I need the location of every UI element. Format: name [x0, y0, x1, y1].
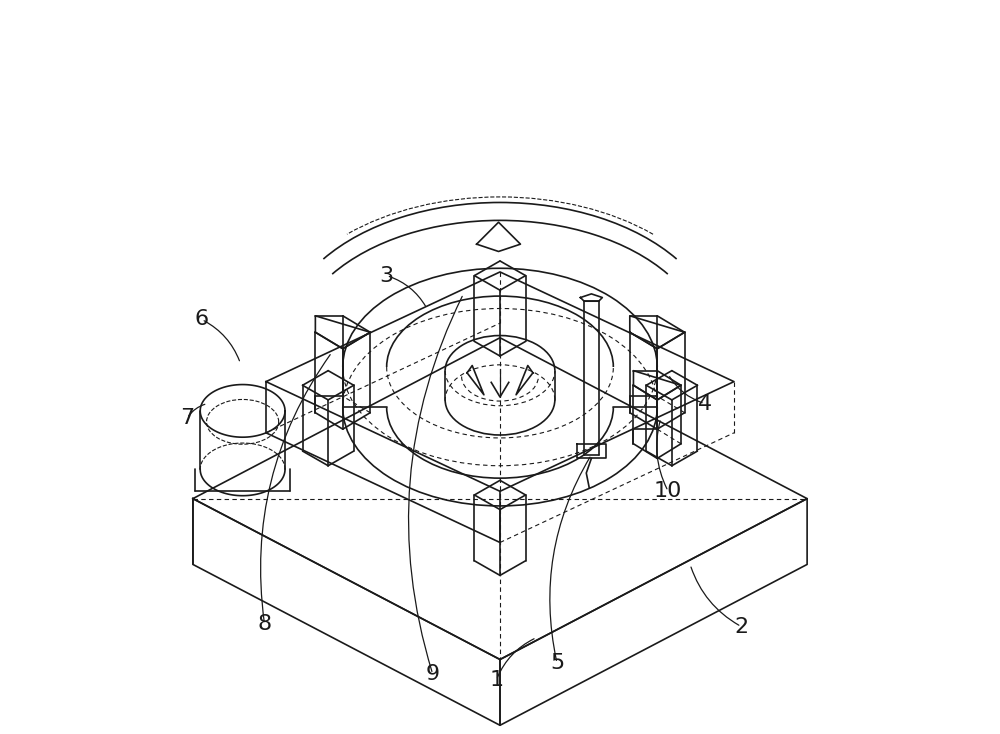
Text: 8: 8: [257, 614, 272, 634]
Text: 7: 7: [180, 408, 194, 428]
Text: 1: 1: [489, 670, 503, 690]
Text: 2: 2: [734, 617, 748, 636]
Text: 5: 5: [550, 653, 564, 673]
Text: 10: 10: [654, 482, 682, 501]
Text: 4: 4: [698, 393, 712, 413]
Text: 3: 3: [380, 266, 394, 286]
Text: 9: 9: [426, 664, 440, 684]
Text: 6: 6: [195, 310, 209, 330]
